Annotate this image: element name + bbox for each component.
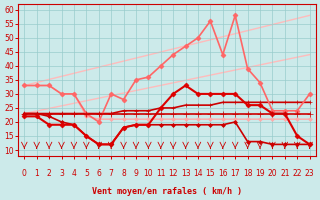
- X-axis label: Vent moyen/en rafales ( km/h ): Vent moyen/en rafales ( km/h ): [92, 187, 242, 196]
